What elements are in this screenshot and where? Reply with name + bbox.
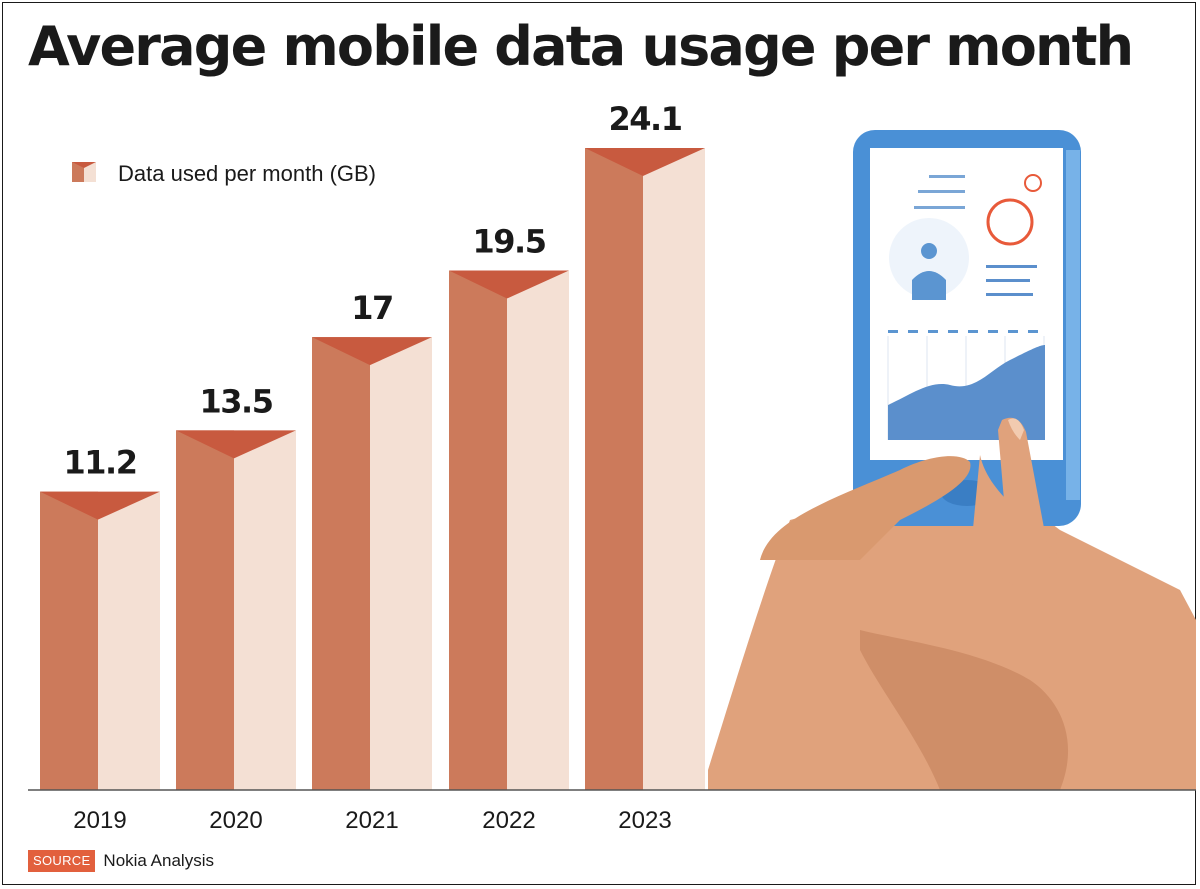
tick-label-2020: 2020 <box>209 807 262 834</box>
dash-7 <box>1028 330 1038 333</box>
text-line-1 <box>918 190 965 193</box>
phone-edge <box>1066 150 1080 500</box>
dash-0 <box>888 330 898 333</box>
data-label-2023: 24.1 <box>609 100 682 138</box>
list-line-0 <box>986 265 1037 268</box>
dash-2 <box>928 330 938 333</box>
bar-cap-2020 <box>176 430 296 459</box>
avatar-head <box>921 243 937 259</box>
bar-side-2022 <box>507 270 569 790</box>
bar-cap-2021 <box>312 337 432 366</box>
chart-title: Average mobile data usage per month <box>28 15 1134 78</box>
source-tag: SOURCE <box>28 850 96 872</box>
bar-side-2019 <box>98 491 160 790</box>
dash-4 <box>968 330 978 333</box>
bar-front-2022 <box>449 270 507 790</box>
dash-5 <box>988 330 998 333</box>
bar-front-2020 <box>176 430 234 790</box>
index-finger <box>998 417 1050 570</box>
bar-front-2019 <box>40 491 98 790</box>
bar-cap-2023 <box>585 148 705 176</box>
source-text: Nokia Analysis <box>103 851 214 870</box>
dash-1 <box>908 330 918 333</box>
bar-side-2020 <box>234 430 296 790</box>
hand-thumb <box>860 630 1069 790</box>
source-note: SOURCE Nokia Analysis <box>28 850 214 872</box>
tick-label-2019: 2019 <box>73 807 126 834</box>
dash-3 <box>948 330 958 333</box>
bar-front-2023 <box>585 148 643 790</box>
tick-label-2023: 2023 <box>618 807 671 834</box>
screen-area-chart <box>888 345 1045 440</box>
data-label-2020: 13.5 <box>200 382 273 420</box>
hand-holding-smartphone-icon <box>708 130 1196 790</box>
bar-side-2021 <box>370 337 432 790</box>
bar-cap-2022 <box>449 270 569 299</box>
legend-swatch-front <box>72 162 84 182</box>
fingernail <box>1008 418 1024 440</box>
dash-6 <box>1008 330 1018 333</box>
legend-label: Data used per month (GB) <box>118 161 376 186</box>
avatar-body <box>912 271 946 300</box>
data-label-2022: 19.5 <box>473 223 546 261</box>
text-line-2 <box>914 206 965 209</box>
legend: Data used per month (GB) <box>72 161 376 186</box>
data-labels: 11.2 13.5 17 19.5 24.1 <box>64 100 684 482</box>
data-label-2021: 17 <box>351 289 393 327</box>
ring-small <box>1024 174 1042 192</box>
list-line-1 <box>986 279 1030 282</box>
bar-group <box>40 148 705 790</box>
legend-swatch-cap <box>72 162 96 168</box>
hand-left <box>760 456 971 560</box>
list-line-2 <box>986 293 1033 296</box>
data-label-2019: 11.2 <box>64 444 137 482</box>
bar-cap-2019 <box>40 491 160 520</box>
ring-large <box>986 198 1034 246</box>
bar-front-2021 <box>312 337 370 790</box>
x-axis-ticks: 2019 2020 2021 2022 2023 <box>73 807 671 834</box>
tick-label-2021: 2021 <box>345 807 398 834</box>
bar-side-2023 <box>643 148 705 790</box>
text-line-0 <box>929 175 965 178</box>
legend-swatch-side <box>84 162 96 182</box>
tick-label-2022: 2022 <box>482 807 535 834</box>
